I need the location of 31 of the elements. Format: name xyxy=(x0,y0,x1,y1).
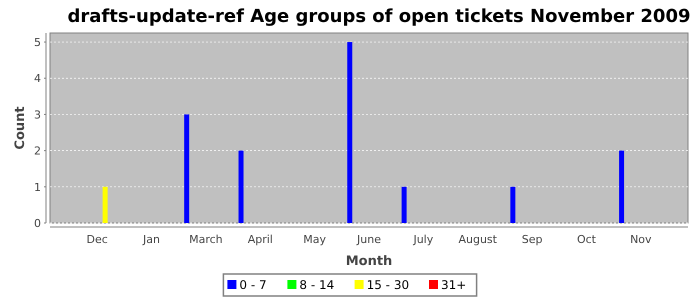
legend-label: 31+ xyxy=(441,278,466,292)
y-tick-label: 3 xyxy=(34,108,41,122)
y-tick-label: 4 xyxy=(34,72,41,86)
y-tick-label: 0 xyxy=(34,217,41,230)
bar xyxy=(402,186,407,223)
x-tick-label: Dec xyxy=(86,233,108,246)
y-axis-title: Count xyxy=(13,106,28,150)
bar xyxy=(184,114,190,223)
legend-label: 0 - 7 xyxy=(239,278,267,292)
y-tick-label: 2 xyxy=(34,144,41,158)
y-tick-label: 5 xyxy=(34,36,41,50)
x-tick-label: April xyxy=(248,233,273,246)
x-tick-label: June xyxy=(356,233,382,246)
legend-label: 15 - 30 xyxy=(366,278,410,292)
x-tick-label: Jan xyxy=(142,233,160,246)
bar xyxy=(619,150,624,223)
x-tick-label: Sep xyxy=(522,233,542,246)
chart-title: drafts-update-ref Age groups of open tickets November 2009 xyxy=(67,6,691,27)
bar xyxy=(102,186,108,223)
bar xyxy=(510,186,516,223)
x-tick-label: Oct xyxy=(576,233,597,246)
x-tick-label: March xyxy=(189,233,223,246)
x-tick-label: Nov xyxy=(630,233,652,246)
x-axis-title: Month xyxy=(346,254,392,269)
legend-label: 8 - 14 xyxy=(299,278,334,292)
x-tick-label: August xyxy=(458,233,498,246)
bar xyxy=(347,42,352,223)
y-tick-label: 1 xyxy=(34,180,41,194)
x-tick-label: July xyxy=(412,233,434,246)
bar xyxy=(238,150,244,223)
x-tick-label: May xyxy=(303,233,326,246)
